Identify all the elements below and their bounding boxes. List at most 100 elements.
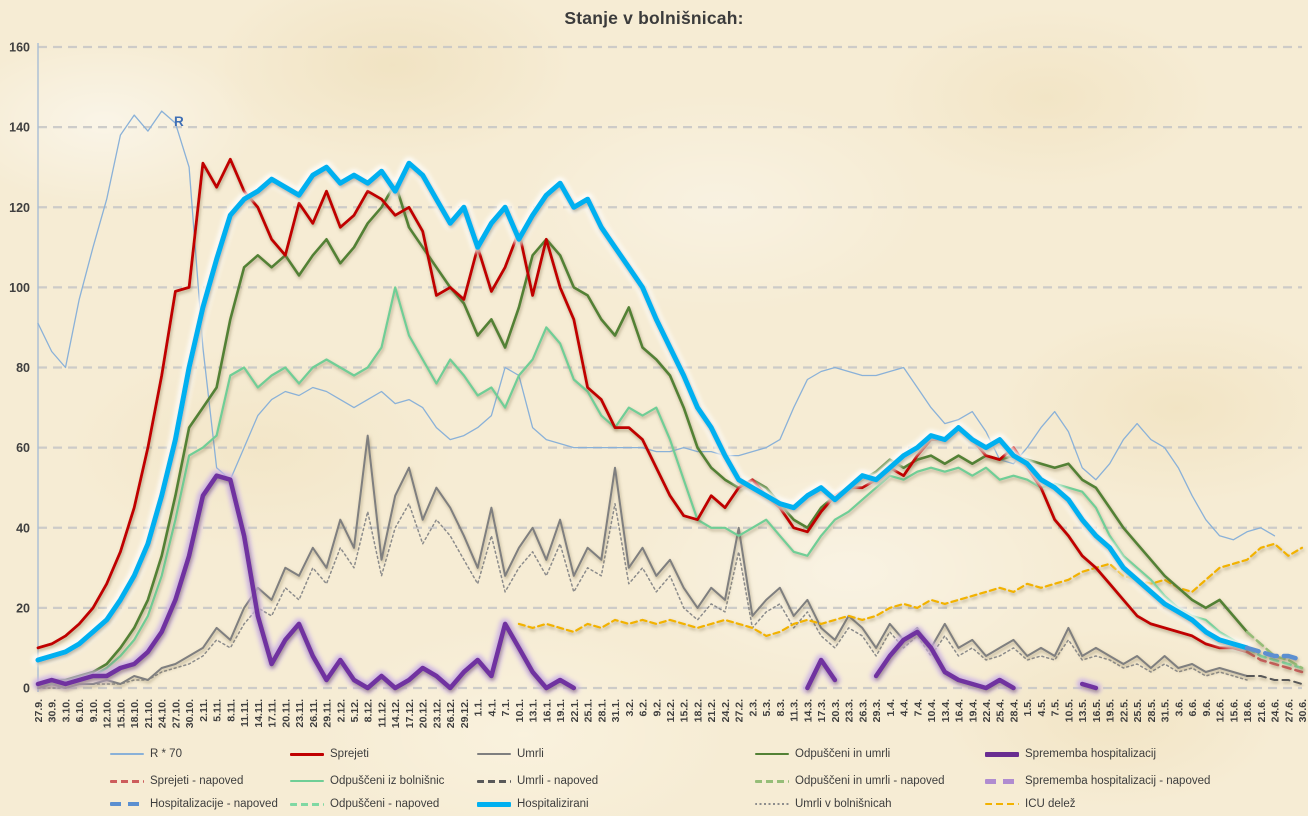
x-axis-tick-label: 28.1. <box>596 699 608 722</box>
x-axis-tick-label: 20.11. <box>280 699 292 728</box>
y-axis-labels: 0 20 40 60 80 100 120 140 160 <box>9 41 30 696</box>
x-axis-tick-label: 17.12. <box>404 699 416 728</box>
x-axis-tick-label: 25.4. <box>995 699 1007 722</box>
x-axis-tick-label: 8.12. <box>363 699 375 722</box>
x-axis-tick-label: 22.1. <box>569 699 581 722</box>
x-axis-tick-label: 21.2. <box>706 699 718 722</box>
x-axis-tick-label: 9.2. <box>651 699 663 717</box>
x-axis-tick-label: 9.6. <box>1201 699 1213 717</box>
x-axis-tick-label: 28.4. <box>1008 699 1020 722</box>
x-axis-tick-label: 22.4. <box>981 699 993 722</box>
y-axis-tick-label: 140 <box>9 121 30 135</box>
x-axis-tick-label: 2.12. <box>335 699 347 722</box>
x-axis-tick-label: 27.2. <box>734 699 746 722</box>
x-axis-tick-label: 21.10. <box>143 699 155 728</box>
x-axis-tick-label: 14.3. <box>802 699 814 722</box>
series-line-odpusceni_napoved <box>1245 646 1304 670</box>
x-axis-tick-label: 24.6. <box>1270 699 1282 722</box>
x-axis-tick-label: 15.6. <box>1228 699 1240 722</box>
x-axis-tick-label: 7.1. <box>500 699 512 717</box>
x-axis-tick-label: 29.11. <box>322 699 334 728</box>
x-axis-tick-label: 3.6. <box>1173 699 1185 717</box>
series-line-umrli_bolnisnice <box>37 502 1248 689</box>
x-axis-tick-label: 12.10. <box>102 699 114 728</box>
x-axis-tick-label: 26.12. <box>445 699 457 728</box>
x-axis-tick-label: 29.12. <box>459 699 471 728</box>
x-axis-tick-label: 21.6. <box>1256 699 1268 722</box>
x-axis-tick-label: 3.10. <box>60 699 72 722</box>
x-axis-tick-label: 17.11. <box>267 699 279 728</box>
x-axis-tick-label: 12.2. <box>665 699 677 722</box>
x-axis-tick-label: 4.4. <box>899 699 911 717</box>
x-axis-tick-label: 13.1. <box>528 699 540 722</box>
series-line-icu <box>517 542 1304 637</box>
x-axis-tick-label: 19.1. <box>555 699 567 722</box>
data-series <box>32 110 1305 694</box>
x-axis-tick-label: 25.1. <box>583 699 595 722</box>
x-axis-tick-label: 16.4. <box>954 699 966 722</box>
x-axis-tick-label: 11.3. <box>789 699 801 722</box>
series-line-sprememba <box>35 473 1099 691</box>
x-axis-tick-label: 7.5. <box>1050 699 1062 717</box>
x-axis-tick-label: 15.10. <box>115 699 127 728</box>
x-axis-tick-label: 10.5. <box>1063 699 1075 722</box>
x-axis-tick-label: 27.9. <box>33 699 45 722</box>
x-axis-tick-label: 27.10. <box>170 699 182 728</box>
x-axis-tick-label: 8.3. <box>775 699 787 717</box>
y-axis-tick-label: 0 <box>23 682 30 696</box>
x-axis-tick-label: 30.10. <box>184 699 196 728</box>
x-axis-tick-label: 6.2. <box>638 699 650 717</box>
series-line-sprejeti_napoved <box>1245 650 1304 674</box>
x-axis-tick-label: 2.3. <box>747 699 759 717</box>
x-axis-tick-label: 2.11. <box>198 699 210 722</box>
y-axis-tick-label: 40 <box>16 521 30 535</box>
x-axis-tick-label: 13.4. <box>940 699 952 722</box>
x-axis-tick-label: 5.11. <box>212 699 224 722</box>
x-axis-tick-label: 3.2. <box>624 699 636 717</box>
x-axis-tick-label: 10.1. <box>514 699 526 722</box>
x-axis-tick-label: 27.6. <box>1283 699 1295 722</box>
x-axis-tick-label: 15.2. <box>679 699 691 722</box>
r-annotation: R <box>174 114 184 129</box>
x-axis-tick-label: 4.5. <box>1036 699 1048 717</box>
x-axis-tick-label: 24.10. <box>157 699 169 728</box>
x-axis-tick-label: 11.12. <box>376 699 388 728</box>
x-axis-tick-label: 14.11. <box>253 699 265 728</box>
series-glow-hospitalizirani <box>32 157 1253 666</box>
x-axis-tick-label: 18.10. <box>129 699 141 728</box>
x-axis-tick-label: 11.11. <box>239 699 251 727</box>
chart-title: Stanje v bolnišnicah: <box>564 8 744 28</box>
x-axis-tick-label: 1.1. <box>473 699 485 717</box>
x-axis-tick-label: 28.5. <box>1146 699 1158 722</box>
x-axis-tick-label: 25.5. <box>1132 699 1144 722</box>
x-axis-tick-label: 23.12. <box>431 699 443 728</box>
x-axis-tick-label: 16.1. <box>541 699 553 722</box>
x-axis-tick-label: 14.12. <box>390 699 402 728</box>
x-axis-tick-label: 9.10. <box>88 699 100 722</box>
y-axis-tick-label: 20 <box>16 601 30 615</box>
x-axis-tick-label: 31.5. <box>1160 699 1172 722</box>
x-axis-tick-label: 26.3. <box>857 699 869 722</box>
x-axis-tick-label: 23.11. <box>294 699 306 728</box>
series-line-odpusceni_umrli_napoved <box>1245 630 1304 670</box>
x-axis-tick-label: 5.12. <box>349 699 361 722</box>
y-axis-tick-label: 120 <box>9 201 30 215</box>
x-axis-tick-label: 20.12. <box>418 699 430 728</box>
x-axis-tick-label: 30.6. <box>1297 699 1308 722</box>
x-axis-tick-label: 22.5. <box>1118 699 1130 722</box>
y-axis-tick-label: 80 <box>16 361 30 375</box>
x-axis-tick-label: 24.2. <box>720 699 732 722</box>
x-axis-labels: 27.9. 30.9. 3.10. 6.10. 9.10. 12.10. 15.10. 18.… <box>33 699 1308 728</box>
x-axis-tick-label: 26.11. <box>308 699 320 728</box>
series-line-hospitalizacije_napoved <box>1244 645 1305 663</box>
x-axis-tick-label: 18.2. <box>692 699 704 722</box>
series-line-hospitalizirani <box>35 160 1250 663</box>
series-line-umrli <box>37 434 1248 689</box>
x-axis-tick-label: 19.5. <box>1105 699 1117 722</box>
x-axis-tick-label: 20.3. <box>830 699 842 722</box>
x-axis-tick-label: 13.5. <box>1077 699 1089 722</box>
x-axis-tick-label: 31.1. <box>610 699 622 722</box>
y-axis-tick-label: 60 <box>16 441 30 455</box>
gridlines <box>38 45 1302 690</box>
